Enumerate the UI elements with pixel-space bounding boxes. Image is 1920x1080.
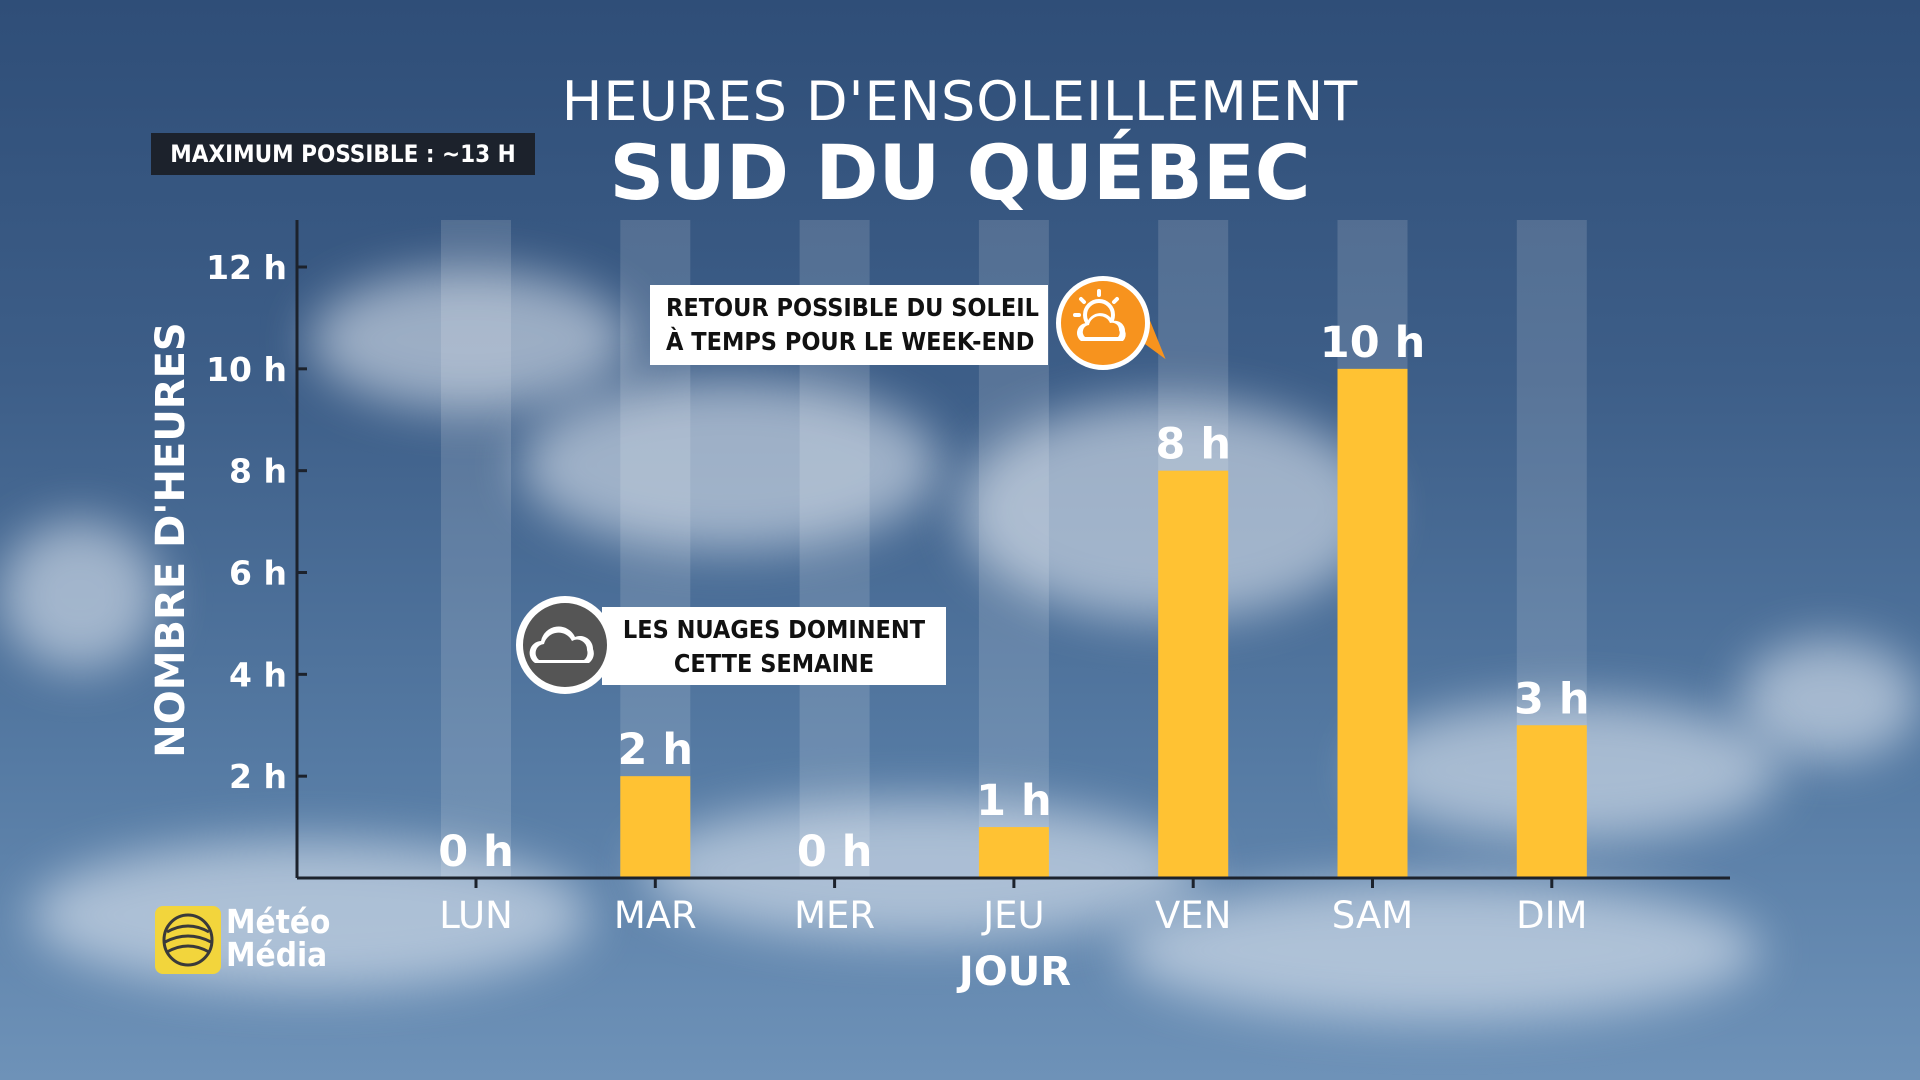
- value-label: 0 h: [438, 827, 514, 877]
- y-tick-label: 12 h: [206, 248, 287, 287]
- bar: [620, 776, 691, 878]
- y-tick-label: 2 h: [229, 757, 287, 796]
- value-label: 0 h: [797, 827, 873, 877]
- x-tick-label: VEN: [1155, 894, 1231, 937]
- value-label: 3 h: [1514, 674, 1590, 724]
- y-tick-label: 4 h: [229, 655, 287, 694]
- x-tick-label: MAR: [614, 894, 697, 937]
- bar: [1158, 470, 1229, 878]
- x-tick-label: MER: [794, 894, 875, 937]
- cloud-callout-line1: LES NUAGES DOMINENT: [622, 615, 926, 644]
- y-tick-label: 8 h: [229, 452, 287, 491]
- sun-callout-line2: À TEMPS POUR LE WEEK-END: [666, 327, 1035, 356]
- y-tick-label: 10 h: [206, 350, 287, 389]
- value-label: 2 h: [618, 725, 694, 775]
- logo-line1: Météo: [226, 902, 331, 941]
- y-tick-label: 6 h: [229, 554, 287, 593]
- value-label: 1 h: [976, 776, 1052, 826]
- value-label: 8 h: [1155, 420, 1231, 470]
- y-axis-title: NOMBRE D'HEURES: [148, 322, 194, 758]
- meteomedia-logo-icon: [155, 906, 221, 974]
- bar: [1516, 725, 1587, 878]
- sun-callout-line1: RETOUR POSSIBLE DU SOLEIL: [666, 293, 1039, 322]
- value-label: 10 h: [1320, 318, 1425, 368]
- cloud-callout-line2: CETTE SEMAINE: [673, 649, 875, 678]
- chart-subtitle: SUD DU QUÉBEC: [609, 128, 1311, 217]
- sun-behind-cloud-icon: [1056, 276, 1150, 370]
- bar: [1337, 368, 1408, 878]
- max-possible-badge: MAXIMUM POSSIBLE : ~13 H: [151, 133, 535, 175]
- logo-line2: Média: [226, 935, 328, 974]
- bar-track: [441, 220, 511, 878]
- x-tick-label: DIM: [1516, 894, 1587, 937]
- cloud-callout: LES NUAGES DOMINENT CETTE SEMAINE: [602, 607, 946, 685]
- bar: [978, 827, 1049, 878]
- x-tick-label: LUN: [439, 894, 513, 937]
- x-tick-label: JEU: [981, 894, 1044, 937]
- chart-title: HEURES D'ENSOLEILLEMENT: [561, 70, 1359, 133]
- meteomedia-logo: Météo Média: [226, 905, 330, 971]
- cloud-icon: [516, 596, 614, 694]
- x-tick-label: SAM: [1332, 894, 1413, 937]
- x-axis-title: JOUR: [956, 949, 1071, 995]
- sun-callout: RETOUR POSSIBLE DU SOLEIL À TEMPS POUR L…: [650, 285, 1048, 365]
